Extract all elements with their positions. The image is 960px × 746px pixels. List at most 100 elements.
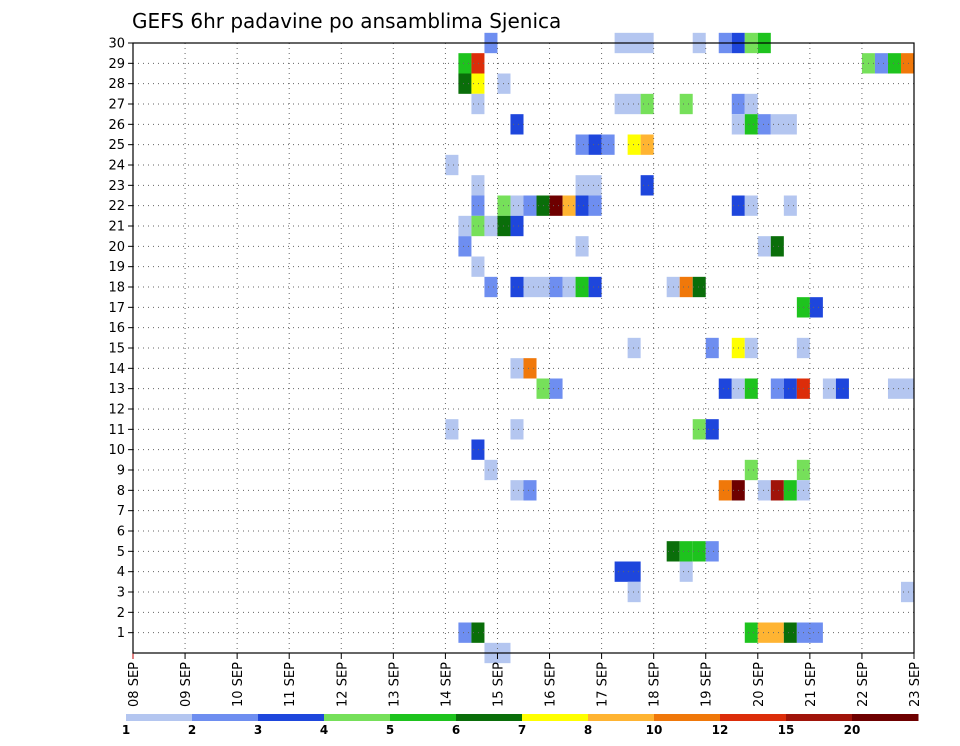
heat-cell (783, 622, 797, 643)
heat-cell (900, 581, 914, 603)
heat-cell (640, 134, 654, 155)
y-tick-label: 12 (108, 403, 125, 418)
heat-cell (445, 154, 459, 176)
legend-label: 7 (518, 723, 526, 737)
legend-swatch (258, 714, 325, 721)
legend-swatch (390, 714, 457, 721)
heat-cell (900, 53, 914, 74)
y-tick-label: 22 (108, 199, 125, 214)
legend-swatch (852, 714, 919, 721)
heat-cell (744, 195, 758, 216)
heat-cell (705, 337, 719, 359)
y-tick-label: 2 (117, 606, 125, 621)
heat-cell (744, 337, 758, 359)
heat-cell (458, 53, 472, 74)
legend-label: 12 (712, 723, 729, 737)
heat-cell (484, 459, 498, 481)
heat-cell (471, 622, 485, 643)
y-tick-label: 14 (108, 362, 125, 377)
y-tick-label: 11 (108, 423, 125, 438)
heat-cell (471, 215, 485, 237)
heat-cell (523, 276, 550, 298)
heat-cell (835, 378, 849, 399)
heat-cell (523, 195, 537, 216)
y-tick-label: 29 (108, 57, 125, 72)
y-tick-label: 17 (108, 301, 125, 316)
heat-cell (510, 195, 524, 216)
heat-cell (887, 378, 914, 399)
legend-swatch (654, 714, 721, 721)
x-tick-label: 16 SEP (544, 662, 559, 707)
heat-cell (874, 53, 888, 74)
legend-swatch (522, 714, 589, 721)
x-tick-label: 12 SEP (335, 662, 350, 707)
legend-swatch (588, 714, 655, 721)
heat-cell (718, 378, 732, 399)
heat-cell (757, 622, 784, 643)
y-tick-label: 15 (108, 342, 125, 357)
heat-cell (510, 114, 524, 135)
heat-cell (510, 419, 524, 440)
legend-swatch (192, 714, 259, 721)
legend-label: 5 (386, 723, 394, 737)
heat-cell (549, 378, 563, 399)
x-tick-label: 20 SEP (752, 662, 767, 707)
y-tick-label: 27 (108, 98, 125, 113)
heat-cell (627, 581, 641, 603)
legend-swatch (324, 714, 391, 721)
heat-cell (471, 53, 485, 74)
y-tick-label: 9 (117, 464, 125, 479)
heat-cell (458, 236, 472, 257)
heat-cell (796, 622, 823, 643)
x-tick-label: 10 SEP (231, 662, 246, 707)
legend-swatch (720, 714, 787, 721)
legend-label: 1 (122, 723, 130, 737)
x-tick-label: 22 SEP (856, 662, 871, 707)
heat-cell (445, 419, 459, 440)
heat-cell (679, 561, 693, 582)
heat-cell (744, 459, 758, 481)
x-tick-label: 09 SEP (179, 662, 194, 707)
heat-cell (575, 236, 589, 257)
heat-cell (458, 73, 472, 94)
heat-cell (471, 73, 485, 94)
y-tick-label: 7 (117, 504, 125, 519)
y-tick-label: 24 (108, 159, 125, 174)
heat-cell (887, 53, 901, 74)
heat-cell (809, 297, 823, 318)
heat-cell (549, 276, 563, 298)
heat-cell (744, 378, 758, 399)
heat-cell (575, 195, 589, 216)
x-tick-label: 18 SEP (648, 662, 663, 707)
heat-cell (692, 541, 706, 562)
heat-cell (744, 114, 758, 135)
grid-layer (133, 42, 914, 653)
heat-cell (523, 358, 537, 379)
heat-cell (757, 114, 771, 135)
y-tick-label: 21 (108, 220, 125, 235)
heat-cell (627, 134, 641, 155)
heat-cell (471, 93, 485, 115)
y-tick-label: 26 (108, 118, 125, 133)
heat-cell (471, 195, 485, 216)
heat-cell (471, 256, 485, 277)
heat-cell (679, 93, 693, 115)
x-tick-label: 21 SEP (804, 662, 819, 707)
heat-cell (614, 93, 641, 115)
x-tick-label: 13 SEP (387, 662, 402, 707)
y-tick-label: 28 (108, 77, 125, 92)
heat-cell (549, 195, 563, 216)
cells-layer (445, 32, 914, 664)
legend-label: 20 (844, 723, 861, 737)
heat-cell (523, 480, 537, 501)
heat-cell (783, 378, 797, 399)
legend: 1 2 3 4 5 6 7 8 10 12 15 20 (122, 714, 919, 737)
heat-cell (679, 276, 693, 298)
y-tick-label: 19 (108, 260, 125, 275)
heat-cell (770, 378, 784, 399)
y-tick-label: 8 (117, 484, 125, 499)
heat-cell (575, 134, 589, 155)
y-tick-label: 6 (117, 525, 125, 540)
heat-cell (510, 358, 524, 379)
